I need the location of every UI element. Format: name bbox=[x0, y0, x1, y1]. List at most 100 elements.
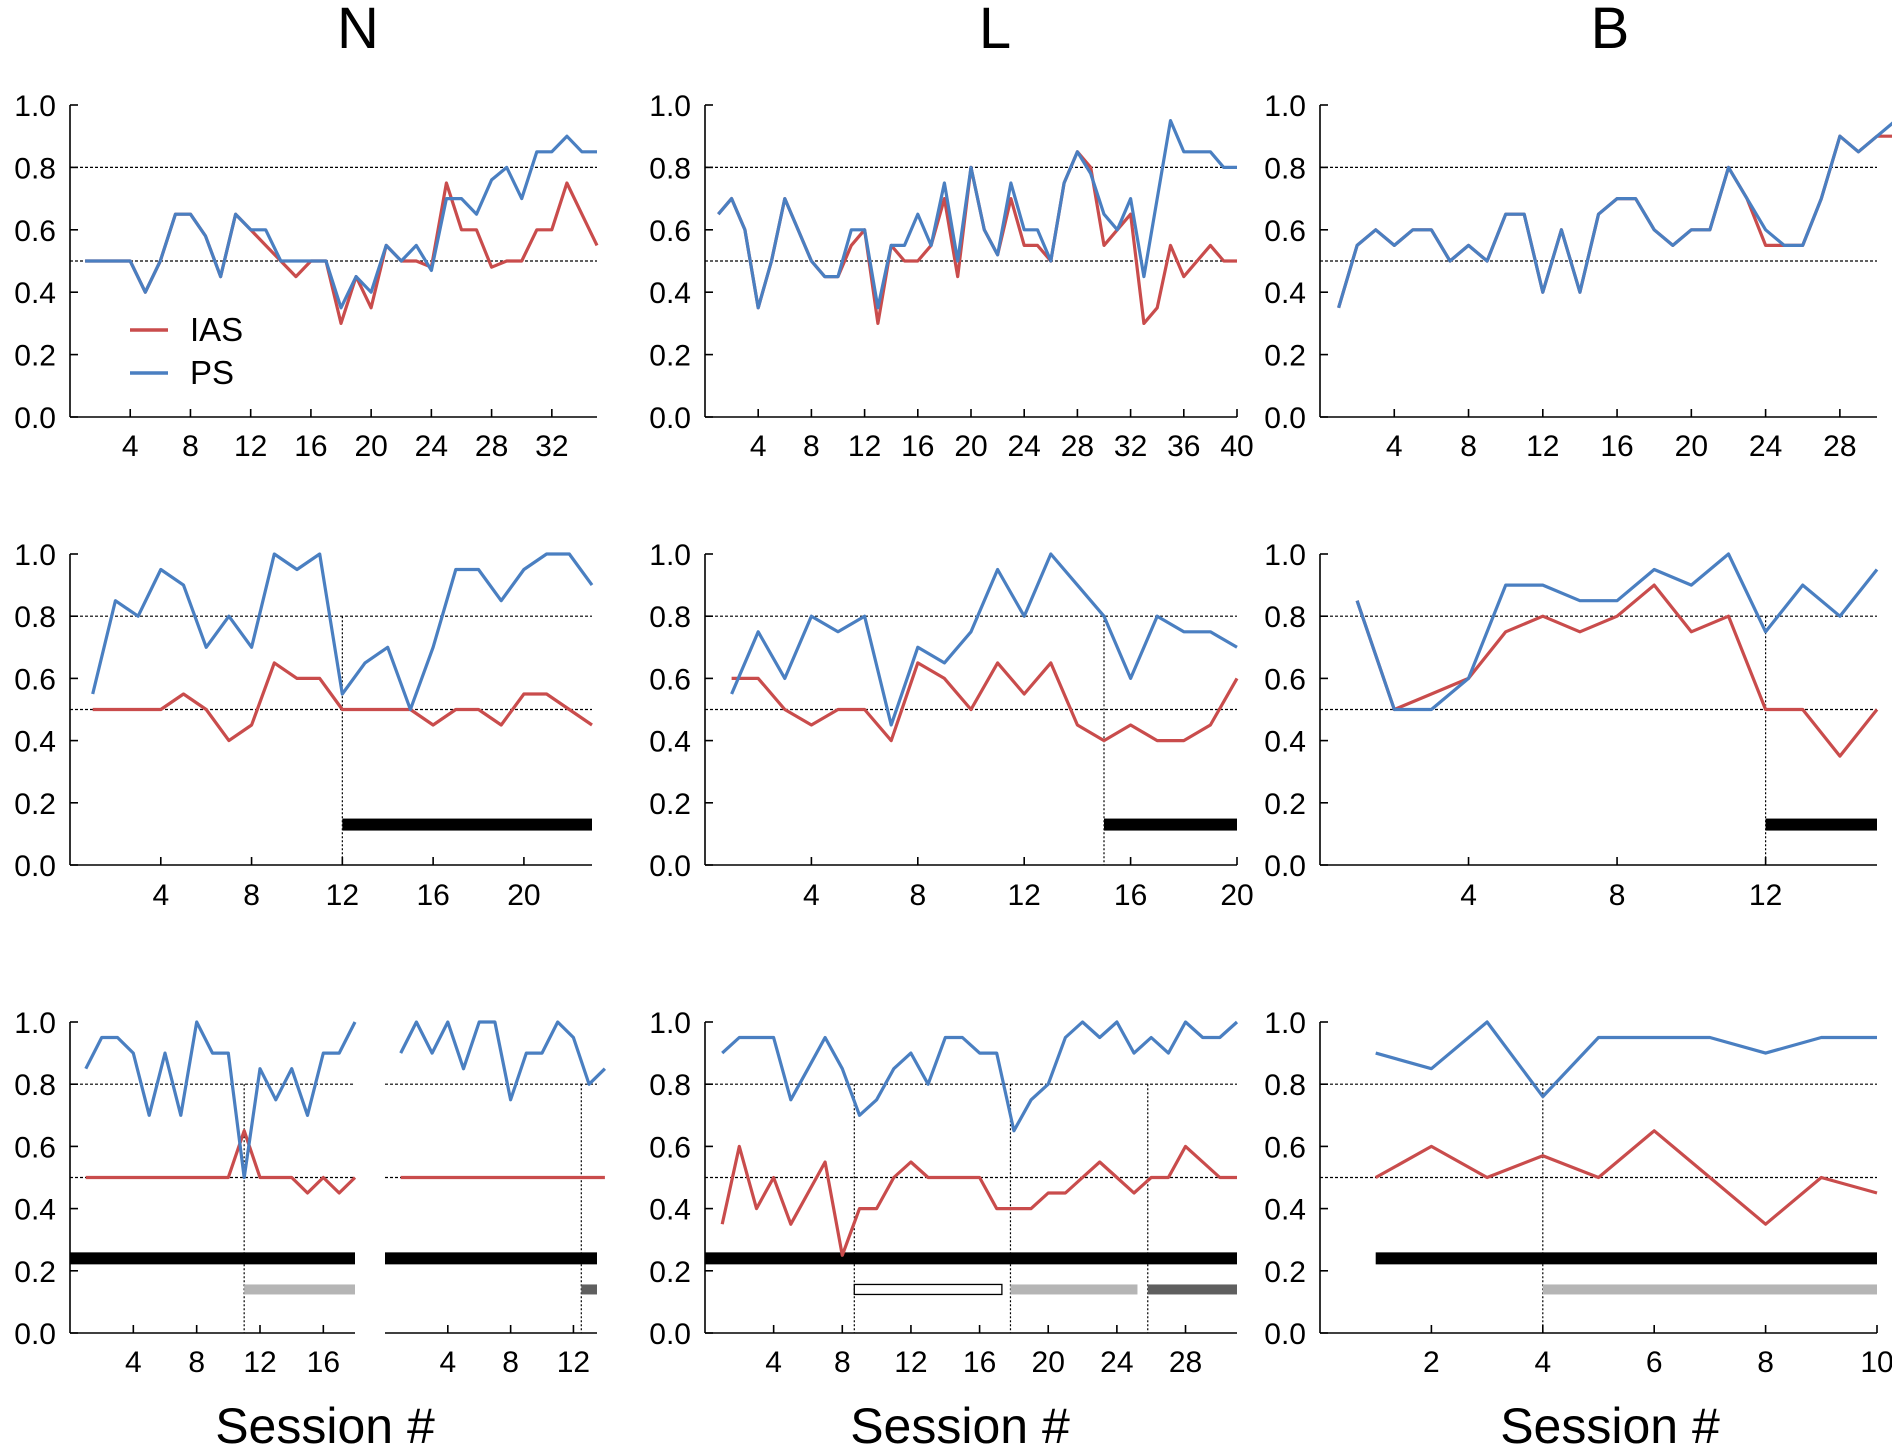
y-tick-label-b1: 0.8 bbox=[1264, 152, 1306, 185]
x-tick-label-b2: 12 bbox=[1749, 879, 1782, 912]
x-tick-label-b3: 6 bbox=[1646, 1346, 1663, 1379]
x-tick-label-l1: 20 bbox=[954, 430, 987, 463]
legend: IAS PS bbox=[130, 311, 243, 391]
panel-n3a: 0.0 0.2 0.4 0.6 0.8 1.0 4 8 12 16 bbox=[14, 1007, 357, 1379]
y-tick-label-b3: 1.0 bbox=[1264, 1007, 1306, 1040]
y-tick-label-l1: 0.6 bbox=[649, 215, 691, 248]
x-tick-label-b3: 4 bbox=[1534, 1346, 1551, 1379]
condition-bar-lightgray-n3a bbox=[244, 1284, 355, 1295]
panel-l1: 0.0 0.2 0.4 0.6 0.8 1.0 4 8 12 16 20 24 28 32 36 40 bbox=[649, 90, 1253, 463]
panels: 0.00.20.40.60.81.04 8 12 16 20 24 28 320.00.20.… bbox=[14, 90, 1892, 1379]
y-tick-label-n2: 0.8 bbox=[14, 601, 56, 634]
condition-bar-darkgray-l3 bbox=[1147, 1284, 1237, 1295]
condition-bar-black-n2 bbox=[342, 818, 592, 831]
x-tick-label-n3b: 4 bbox=[439, 1346, 456, 1379]
series-ps-b3 bbox=[1375, 1020, 1877, 1099]
x-tick-label-l1: 28 bbox=[1061, 430, 1094, 463]
y-tick-label-n3a: 0.4 bbox=[14, 1194, 56, 1227]
x-tick-label-n1: 28 bbox=[475, 430, 508, 463]
y-tick-label-n3a: 0.2 bbox=[14, 1256, 56, 1289]
y-tick-label-l3: 0.4 bbox=[649, 1194, 691, 1227]
y-tick-label-n3a: 1.0 bbox=[14, 1007, 56, 1040]
y-tick-label-l2: 0.6 bbox=[649, 663, 691, 696]
y-tick-label-l1: 0.2 bbox=[649, 340, 691, 373]
legend-ias-label: IAS bbox=[190, 311, 243, 348]
series-ps-l2 bbox=[730, 552, 1238, 727]
panel-b2: 0.0 0.2 0.4 0.6 0.8 1.0 4 8 12 bbox=[1264, 539, 1879, 912]
y-tick-label-b1: 0.4 bbox=[1264, 277, 1306, 310]
column-header-b: B bbox=[1591, 0, 1630, 61]
y-tick-label-b3: 0.4 bbox=[1264, 1194, 1306, 1227]
y-tick-label-l3: 0.8 bbox=[649, 1069, 691, 1102]
y-tick-label-l2: 0.0 bbox=[649, 850, 691, 883]
x-tick-label-b1: 24 bbox=[1749, 430, 1782, 463]
x-tick-label-l2: 4 bbox=[803, 879, 820, 912]
series-ias-l3 bbox=[720, 1144, 1237, 1257]
y-tick-label-n1: 0.2 bbox=[14, 340, 56, 373]
y-tick-label-n1: 0.6 bbox=[14, 215, 56, 248]
y-tick-label-n1: 0.4 bbox=[14, 277, 56, 310]
x-tick-label-l1: 32 bbox=[1114, 430, 1147, 463]
x-tick-label-n3a: 12 bbox=[243, 1346, 276, 1379]
y-tick-label-l3: 0.0 bbox=[649, 1318, 691, 1351]
x-tick-label-l1: 24 bbox=[1008, 430, 1041, 463]
condition-bar-lightgray-b3 bbox=[1542, 1284, 1877, 1295]
x-tick-label-n2: 4 bbox=[152, 879, 169, 912]
y-tick-label-n2: 1.0 bbox=[14, 539, 56, 572]
x-tick-label-l3: 28 bbox=[1169, 1346, 1202, 1379]
series-ias-b2 bbox=[1355, 583, 1879, 758]
x-tick-label-n3b: 8 bbox=[502, 1346, 519, 1379]
x-tick-label-b3: 8 bbox=[1757, 1346, 1774, 1379]
x-tick-label-n3a: 16 bbox=[307, 1346, 340, 1379]
x-tick-label-l3: 20 bbox=[1032, 1346, 1065, 1379]
y-tick-label-b2: 0.8 bbox=[1264, 601, 1306, 634]
x-tick-label-l2: 12 bbox=[1008, 879, 1041, 912]
column-header-n: N bbox=[337, 0, 379, 61]
column-header-l: L bbox=[979, 0, 1011, 61]
y-tick-label-n2: 0.0 bbox=[14, 850, 56, 883]
series-ias-n2 bbox=[92, 661, 593, 743]
x-tick-label-b1: 8 bbox=[1460, 430, 1477, 463]
y-tick-label-b3: 0.0 bbox=[1264, 1318, 1306, 1351]
series-ps-b1 bbox=[1337, 121, 1892, 309]
y-tick-label-l2: 0.8 bbox=[649, 601, 691, 634]
y-tick-label-n2: 0.2 bbox=[14, 788, 56, 821]
y-tick-label-n1: 0.0 bbox=[14, 402, 56, 435]
x-tick-label-n1: 8 bbox=[182, 430, 199, 463]
x-tick-label-n2: 12 bbox=[326, 879, 359, 912]
x-tick-label-b1: 28 bbox=[1823, 430, 1856, 463]
panel-n2: 0.0 0.2 0.4 0.6 0.8 1.0 4 8 12 16 20 bbox=[14, 539, 594, 912]
y-tick-label-n1: 0.8 bbox=[14, 152, 56, 185]
y-tick-label-l1: 1.0 bbox=[649, 90, 691, 123]
x-tick-label-n1: 20 bbox=[354, 430, 387, 463]
x-tick-label-n3b: 12 bbox=[557, 1346, 590, 1379]
panel-b1: 0.0 0.2 0.4 0.6 0.8 1.0 4 8 12 16 20 24 28 bbox=[1264, 90, 1892, 463]
x-tick-label-l1: 8 bbox=[803, 430, 820, 463]
x-tick-label-n3a: 4 bbox=[125, 1346, 142, 1379]
x-tick-label-b3: 2 bbox=[1423, 1346, 1440, 1379]
xlabel-b: Session # bbox=[1500, 1398, 1720, 1453]
series-ps-n3a bbox=[84, 1020, 357, 1180]
x-tick-label-n2: 16 bbox=[416, 879, 449, 912]
condition-bar-darkgray-n3b bbox=[581, 1284, 597, 1295]
y-tick-label-l2: 1.0 bbox=[649, 539, 691, 572]
series-ps-l1 bbox=[717, 118, 1237, 310]
y-tick-label-b1: 1.0 bbox=[1264, 90, 1306, 123]
panel-l2: 0.0 0.2 0.4 0.6 0.8 1.0 4 8 12 16 20 bbox=[649, 539, 1253, 912]
condition-bar-lightgray-l3 bbox=[1010, 1284, 1138, 1295]
x-tick-label-l3: 24 bbox=[1100, 1346, 1133, 1379]
y-tick-label-b1: 0.2 bbox=[1264, 340, 1306, 373]
series-ias-n3a bbox=[85, 1129, 357, 1195]
legend-ps-label: PS bbox=[190, 354, 234, 391]
y-tick-label-b2: 0.6 bbox=[1264, 663, 1306, 696]
y-tick-label-l1: 0.8 bbox=[649, 152, 691, 185]
series-ps-n1 bbox=[85, 134, 597, 310]
x-tick-label-l3: 12 bbox=[894, 1346, 927, 1379]
series-ps-b2 bbox=[1355, 552, 1879, 712]
x-tick-label-n1: 12 bbox=[234, 430, 267, 463]
y-tick-label-l3: 0.6 bbox=[649, 1131, 691, 1164]
x-tick-label-n1: 4 bbox=[122, 430, 139, 463]
y-tick-label-n3a: 0.0 bbox=[14, 1318, 56, 1351]
y-tick-label-l3: 0.2 bbox=[649, 1256, 691, 1289]
